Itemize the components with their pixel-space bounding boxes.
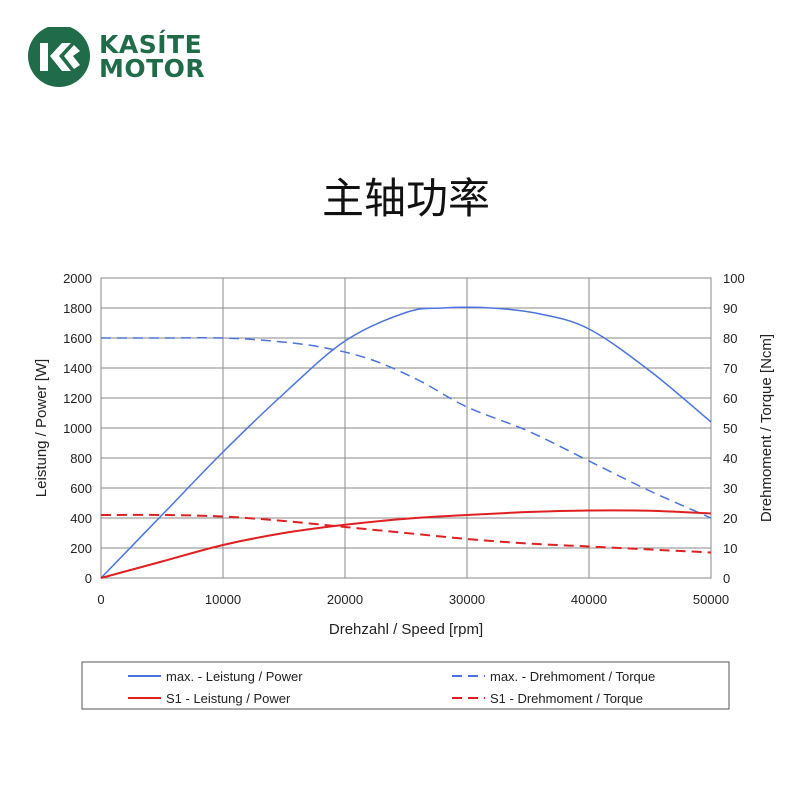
- right-tick-label-10: 100: [723, 271, 745, 286]
- x-axis-title: Drehzahl / Speed [rpm]: [329, 621, 483, 638]
- right-tick-label-9: 90: [723, 301, 737, 316]
- left-tick-label-5: 1000: [63, 421, 92, 436]
- left-tick-label-6: 1200: [63, 391, 92, 406]
- chart-series: [100, 306, 712, 579]
- right-axis-ticks: 0 10 20 30 40 50 60 70 80 90 100: [723, 271, 745, 586]
- right-tick-label-5: 50: [723, 421, 737, 436]
- right-tick-label-0: 0: [723, 571, 730, 586]
- series-line-1: [100, 337, 712, 519]
- right-axis-title: Drehmoment / Torque [Ncm]: [758, 334, 775, 522]
- x-tick-label-3: 30000: [449, 592, 485, 607]
- right-tick-label-6: 60: [723, 391, 737, 406]
- series-line-0: [100, 306, 712, 579]
- left-tick-label-3: 600: [70, 481, 92, 496]
- left-tick-label-10: 2000: [63, 271, 92, 286]
- x-tick-label-4: 40000: [571, 592, 607, 607]
- left-axis-title: Leistung / Power [W]: [33, 359, 50, 497]
- chart-legend: max. - Leistung / Power max. - Drehmoment…: [81, 661, 730, 710]
- right-tick-label-8: 80: [723, 331, 737, 346]
- legend-label-1: max. - Drehmoment / Torque: [490, 669, 655, 684]
- x-tick-label-2: 20000: [327, 592, 363, 607]
- brand-line-1: KASÍTE: [99, 30, 203, 59]
- right-tick-label-7: 70: [723, 361, 737, 376]
- x-tick-label-0: 0: [97, 592, 104, 607]
- left-tick-label-9: 1800: [63, 301, 92, 316]
- legend-box: [81, 661, 730, 710]
- right-tick-label-4: 40: [723, 451, 737, 466]
- brand-logo: [28, 27, 90, 87]
- legend-label-0: max. - Leistung / Power: [166, 669, 303, 684]
- brand-name: KASÍTE MOTOR: [99, 30, 206, 83]
- brand-line-2: MOTOR: [99, 54, 206, 83]
- chart-grid: [100, 277, 712, 579]
- x-tick-label-1: 10000: [205, 592, 241, 607]
- left-tick-label-1: 200: [70, 541, 92, 556]
- left-tick-label-0: 0: [85, 571, 92, 586]
- right-tick-label-3: 30: [723, 481, 737, 496]
- legend-label-2: S1 - Leistung / Power: [166, 691, 291, 706]
- left-axis-ticks: 0 200 400 600 800 1000 1200 1400 1600 1800 2000: [63, 271, 92, 586]
- left-tick-label-4: 800: [70, 451, 92, 466]
- right-tick-label-2: 20: [723, 511, 737, 526]
- legend-label-3: S1 - Drehmoment / Torque: [490, 691, 643, 706]
- series-line-3: [100, 513, 712, 554]
- x-axis-ticks: 0 10000 20000 30000 40000 50000: [97, 592, 729, 607]
- left-tick-label-2: 400: [70, 511, 92, 526]
- right-tick-label-1: 10: [723, 541, 737, 556]
- series-line-2: [100, 509, 712, 579]
- page-title: 主轴功率: [321, 174, 490, 223]
- left-tick-label-7: 1400: [63, 361, 92, 376]
- x-tick-label-5: 50000: [693, 592, 729, 607]
- left-tick-label-8: 1600: [63, 331, 92, 346]
- logo-k-mark-icon: [40, 43, 80, 71]
